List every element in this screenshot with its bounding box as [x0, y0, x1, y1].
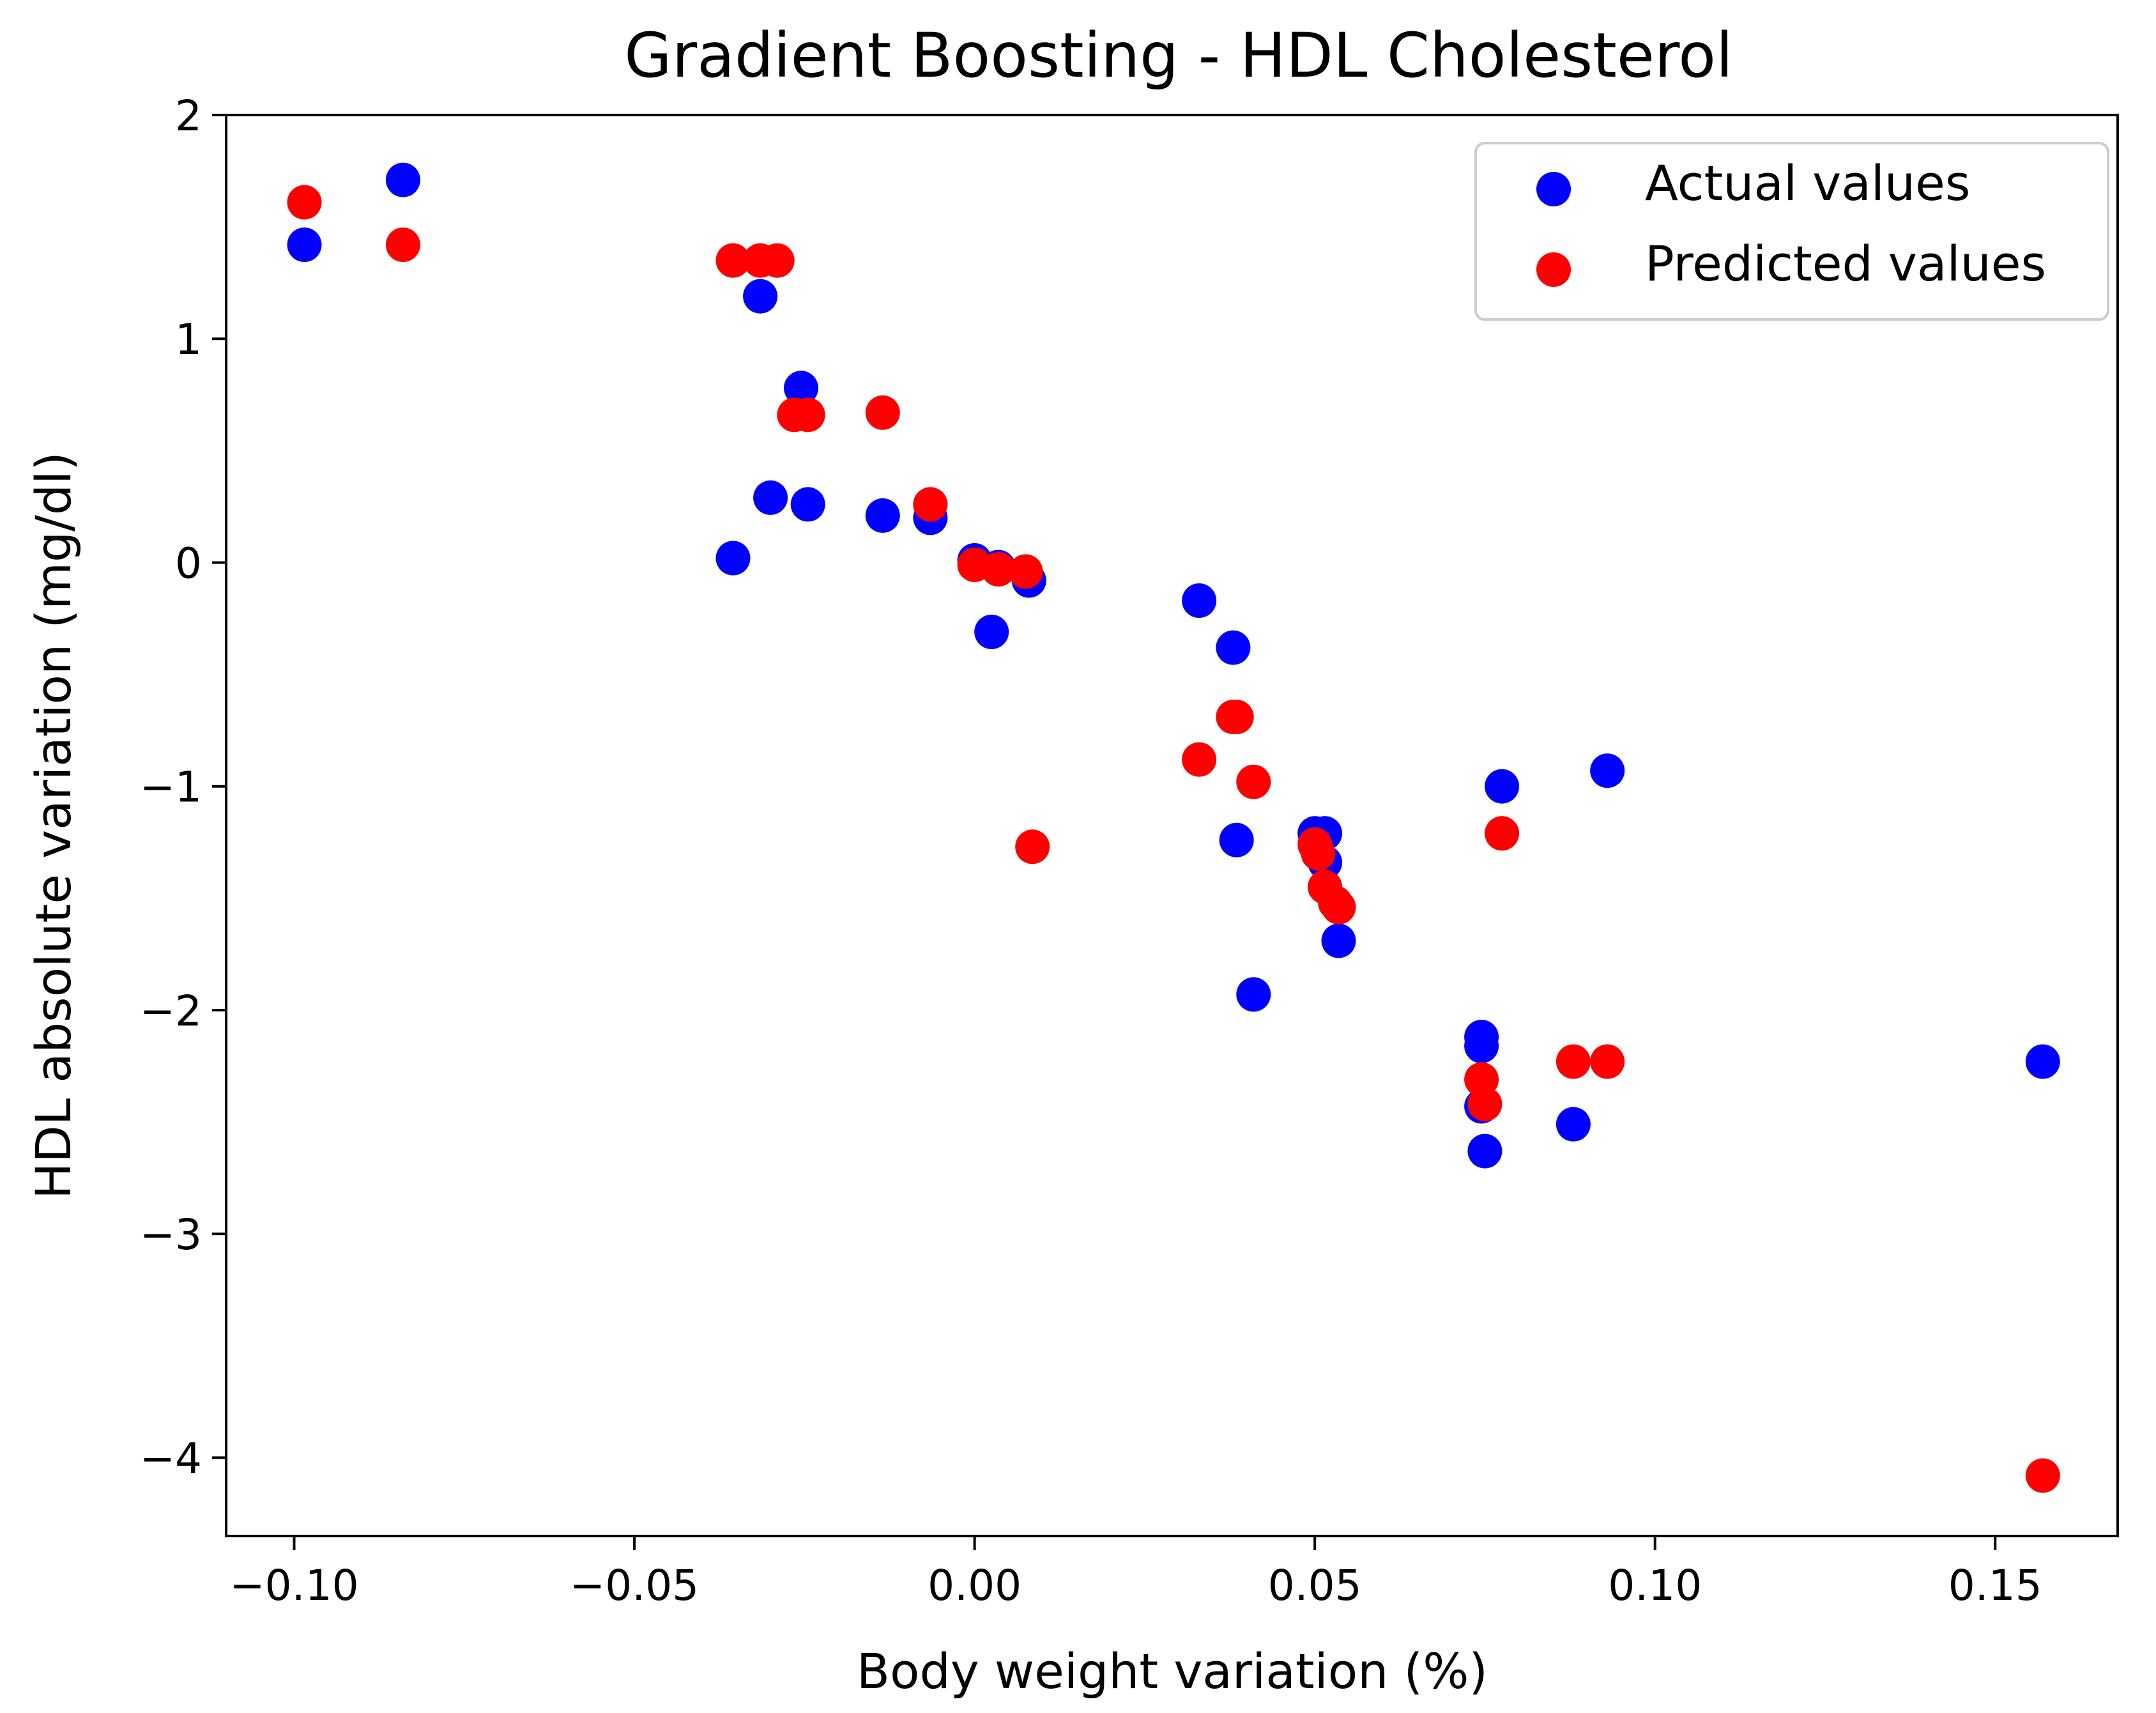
y-tick-label-5: −3	[140, 1210, 202, 1259]
x-tick-label-3: 0.05	[1268, 1561, 1362, 1610]
y-tick-label-4: −2	[140, 987, 202, 1036]
actual-point-25	[1485, 769, 1520, 804]
series-predicted	[287, 185, 2060, 1493]
actual-point-4	[753, 480, 788, 515]
predicted-point-27	[2025, 1458, 2060, 1493]
actual-point-26	[1556, 1107, 1591, 1142]
legend-marker-predicted	[1536, 252, 1571, 287]
actual-point-16	[1236, 977, 1271, 1012]
legend-label-predicted: Predicted values	[1645, 235, 2046, 292]
plot-frame	[225, 114, 2119, 1537]
actual-point-15	[1219, 822, 1254, 857]
actual-point-13	[1182, 583, 1217, 618]
ticks-layer: −0.10 −0.05 0.00 0.05 0.10 0.15 2 1 0 −1 −2 −3 −4	[140, 91, 2042, 1610]
predicted-point-11	[1008, 554, 1043, 589]
predicted-point-15	[1219, 700, 1254, 735]
predicted-point-24	[1485, 816, 1520, 851]
x-tick-label-0: −0.10	[229, 1561, 358, 1610]
actual-point-5	[784, 371, 818, 406]
actual-point-6	[790, 487, 825, 522]
y-tick-label-3: −1	[140, 763, 202, 812]
y-tick-label-1: 1	[175, 315, 202, 364]
actual-point-10	[974, 615, 1009, 649]
actual-point-28	[2025, 1044, 2060, 1079]
actual-point-0	[287, 227, 322, 263]
predicted-point-4	[760, 243, 795, 278]
predicted-point-0	[287, 185, 322, 220]
legend-label-actual: Actual values	[1645, 155, 1970, 211]
actual-point-1	[385, 162, 420, 197]
predicted-point-26	[1590, 1044, 1625, 1079]
predicted-point-16	[1236, 764, 1271, 799]
predicted-point-2	[715, 243, 751, 278]
points-layer	[287, 162, 2060, 1493]
predicted-point-25	[1556, 1044, 1591, 1079]
legend-box	[1474, 142, 2109, 321]
actual-point-22	[1464, 1029, 1499, 1063]
predicted-point-18	[1301, 836, 1336, 871]
actual-point-24	[1467, 1133, 1502, 1169]
predicted-point-10	[981, 552, 1016, 587]
predicted-point-13	[1182, 742, 1217, 777]
actual-point-20	[1321, 923, 1356, 958]
y-tick-label-2: 0	[175, 539, 202, 588]
predicted-point-12	[1015, 829, 1050, 864]
predicted-point-1	[385, 227, 420, 263]
legend: Actual values Predicted values	[1474, 142, 2109, 321]
actual-point-2	[715, 541, 751, 576]
y-tick-label-6: −4	[140, 1434, 202, 1483]
predicted-point-6	[790, 397, 825, 433]
actual-point-14	[1216, 630, 1251, 665]
x-axis-label: Body weight variation (%)	[857, 1643, 1488, 1700]
x-tick-label-4: 0.10	[1608, 1561, 1702, 1610]
x-tick-label-1: −0.05	[570, 1561, 699, 1610]
y-tick-label-0: 2	[175, 91, 202, 141]
actual-point-3	[743, 279, 778, 314]
x-tick-label-2: 0.00	[928, 1561, 1021, 1610]
x-tick-label-5: 0.15	[1948, 1561, 2042, 1610]
predicted-point-21	[1321, 889, 1356, 925]
chart-title: Gradient Boosting - HDL Cholesterol	[624, 20, 1732, 91]
y-axis-label: HDL absolute variation (mg/dl)	[25, 452, 82, 1199]
actual-point-7	[865, 498, 900, 533]
predicted-point-23	[1467, 1087, 1502, 1121]
legend-marker-actual	[1536, 172, 1571, 206]
predicted-point-7	[865, 395, 900, 430]
predicted-point-8	[913, 487, 948, 522]
actual-point-27	[1590, 753, 1625, 788]
